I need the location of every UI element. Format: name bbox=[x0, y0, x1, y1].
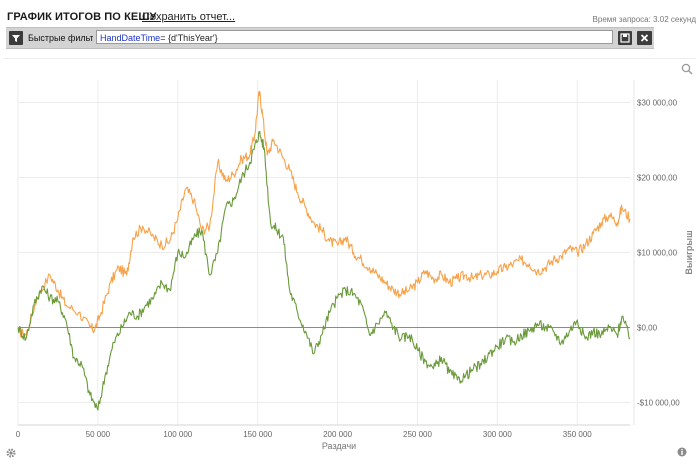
save-report-link[interactable]: Сохранить отчет... bbox=[142, 11, 236, 23]
save-icon bbox=[620, 33, 630, 43]
quick-filter-bar: Быстрые фильтры HandDateTime= {d'ThisYea… bbox=[6, 27, 654, 49]
filter-keyword: HandDateTime bbox=[100, 33, 161, 43]
close-icon bbox=[640, 34, 649, 42]
chart-panel bbox=[4, 58, 696, 464]
page-title: ГРАФИК ИТОГОВ ПО КЕШУ bbox=[7, 11, 157, 23]
filter-expression-input[interactable]: HandDateTime= {d'ThisYear'} bbox=[96, 30, 613, 44]
filter-expression-value: = {d'ThisYear'} bbox=[160, 33, 218, 43]
zoom-icon[interactable] bbox=[681, 63, 693, 75]
filter-icon-glyph bbox=[12, 35, 20, 42]
query-time-label: Время запроса: 3.02 секунд bbox=[592, 15, 696, 24]
quick-filters-label: Быстрые фильтры bbox=[28, 33, 93, 43]
gear-icon[interactable] bbox=[5, 447, 17, 459]
filter-icon[interactable] bbox=[9, 31, 23, 45]
info-icon[interactable] bbox=[677, 447, 687, 457]
report-header: ГРАФИК ИТОГОВ ПО КЕШУ Сохранить отчет...… bbox=[0, 0, 700, 28]
clear-filter-button[interactable] bbox=[637, 31, 652, 45]
save-filter-button[interactable] bbox=[618, 31, 632, 45]
